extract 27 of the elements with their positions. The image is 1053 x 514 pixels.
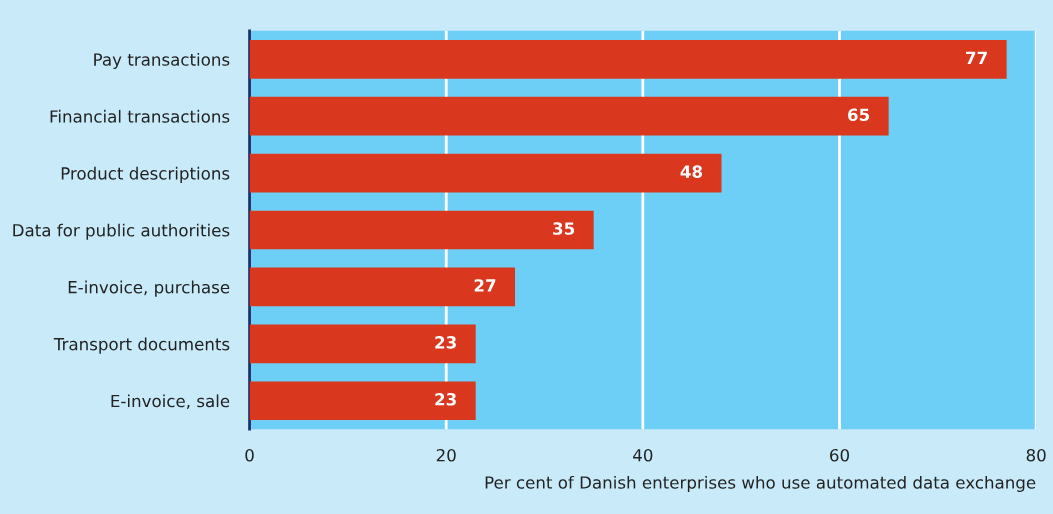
y-tick-label: Transport documents	[53, 337, 230, 354]
y-tick-label: Product descriptions	[61, 166, 230, 183]
y-tick-label: Financial transactions	[50, 109, 230, 123]
data-label: 77	[966, 51, 987, 64]
x-tick-label: 40	[633, 448, 653, 462]
x-tick-label: 0	[245, 448, 254, 462]
bar	[249, 267, 516, 307]
bar	[249, 210, 594, 250]
bar	[249, 381, 476, 421]
y-tick-label: E-invoice, purchase	[68, 280, 230, 297]
x-tick-label: 20	[436, 448, 456, 462]
data-label: 48	[680, 165, 703, 178]
x-tick-label: 60	[830, 448, 849, 462]
y-tick-label: Data for public authorities	[13, 223, 230, 240]
bar	[249, 96, 889, 136]
data-label: 27	[474, 279, 496, 292]
data-label: 65	[848, 108, 870, 122]
data-label: 23	[435, 336, 456, 349]
x-tick-label: 80	[1026, 448, 1046, 462]
data-label: 35	[553, 222, 575, 235]
data-label: 23	[435, 392, 456, 406]
bar	[249, 39, 1007, 79]
y-tick-label: E-invoice, sale	[111, 394, 230, 410]
bar	[249, 153, 722, 193]
x-axis-title: Per cent of Danish enterprises who use automated data exchange	[485, 475, 1036, 493]
y-tick-label: Pay transactions	[94, 52, 230, 70]
bar	[249, 324, 476, 364]
